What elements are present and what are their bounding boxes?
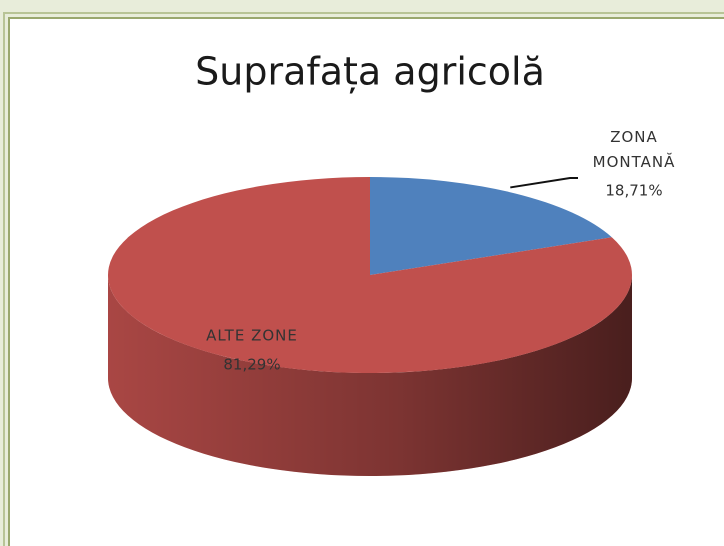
label-line: ZONA xyxy=(610,128,658,146)
value-label: 18,71% xyxy=(605,182,662,200)
chart-title: Suprafața agricolă xyxy=(195,50,545,94)
leader-line xyxy=(510,177,578,189)
category-label: ZONA MONTANĂ xyxy=(593,128,676,171)
pie-side-shade xyxy=(108,275,632,476)
pie-slice xyxy=(108,177,632,373)
frame xyxy=(3,12,724,546)
label-line: MONTANĂ xyxy=(593,152,676,171)
category-label: ALTE ZONE xyxy=(206,327,298,345)
value-label: 81,29% xyxy=(223,356,280,374)
pie-slice xyxy=(370,177,612,275)
